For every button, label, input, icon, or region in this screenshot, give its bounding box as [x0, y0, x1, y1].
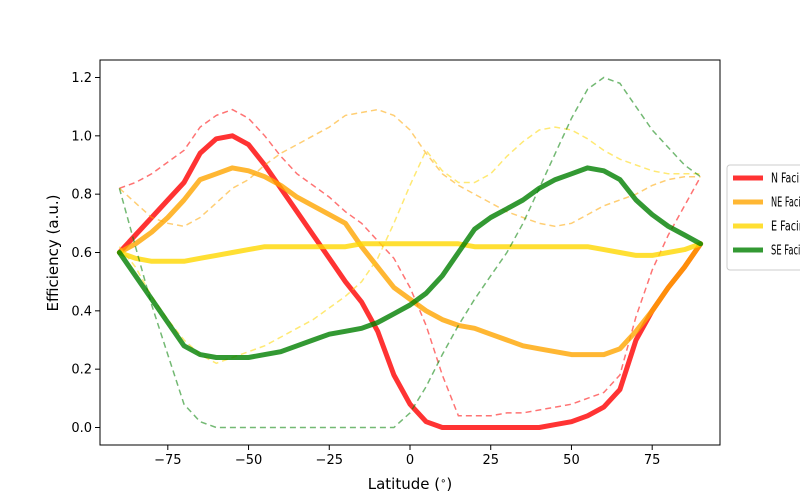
legend-frame: [726, 164, 800, 271]
y-tick-label: 0.6: [71, 246, 92, 261]
legend-label-ne-facing: NE Facing: [771, 196, 800, 211]
series-n-facing-line: [116, 133, 704, 430]
x-tick-label: −25: [316, 453, 343, 468]
legend-label-se-facing: SE Facing: [771, 244, 800, 259]
x-tick-label: 0: [406, 453, 414, 468]
legend: N Facing NE Facing E Facing SE Facing: [726, 164, 800, 271]
legend-label-e-facing: E Facing: [771, 220, 800, 235]
y-axis-label: Efficiency (a.u.): [44, 195, 62, 312]
y-tick-label: 0.0: [71, 421, 92, 436]
series-se-facing-dashed-line: [118, 76, 702, 429]
x-tick-label: 50: [563, 453, 580, 468]
series-e-facing-dashed-line: [118, 126, 701, 365]
x-tick-label: −75: [154, 453, 181, 468]
x-axis: −75 −50 −25 0 25 50 75: [154, 445, 660, 468]
series-ne-facing-line: [116, 165, 704, 358]
series-se-facing-line: [116, 165, 704, 360]
x-tick-label: 25: [482, 453, 499, 468]
series-layer: [116, 76, 704, 430]
series-ne-facing-dashed-line: [118, 108, 701, 228]
y-axis: 0.0 0.2 0.4 0.6 0.8 1.0 1.2: [71, 71, 100, 436]
y-tick-label: 0.8: [71, 188, 92, 203]
y-tick-label: 0.4: [71, 304, 92, 319]
x-axis-label: Latitude (∘): [368, 475, 452, 493]
y-tick-label: 1.0: [71, 129, 92, 144]
series-n-facing-dashed-line: [119, 108, 702, 417]
x-tick-label: 75: [644, 453, 661, 468]
x-axis-label-degree-symbol: ∘: [440, 476, 446, 487]
series-e-facing-line: [116, 241, 704, 264]
x-tick-label: −50: [235, 453, 262, 468]
y-tick-label: 1.2: [71, 71, 92, 86]
y-tick-label: 0.2: [71, 363, 92, 378]
legend-label-n-facing: N Facing: [771, 172, 800, 187]
